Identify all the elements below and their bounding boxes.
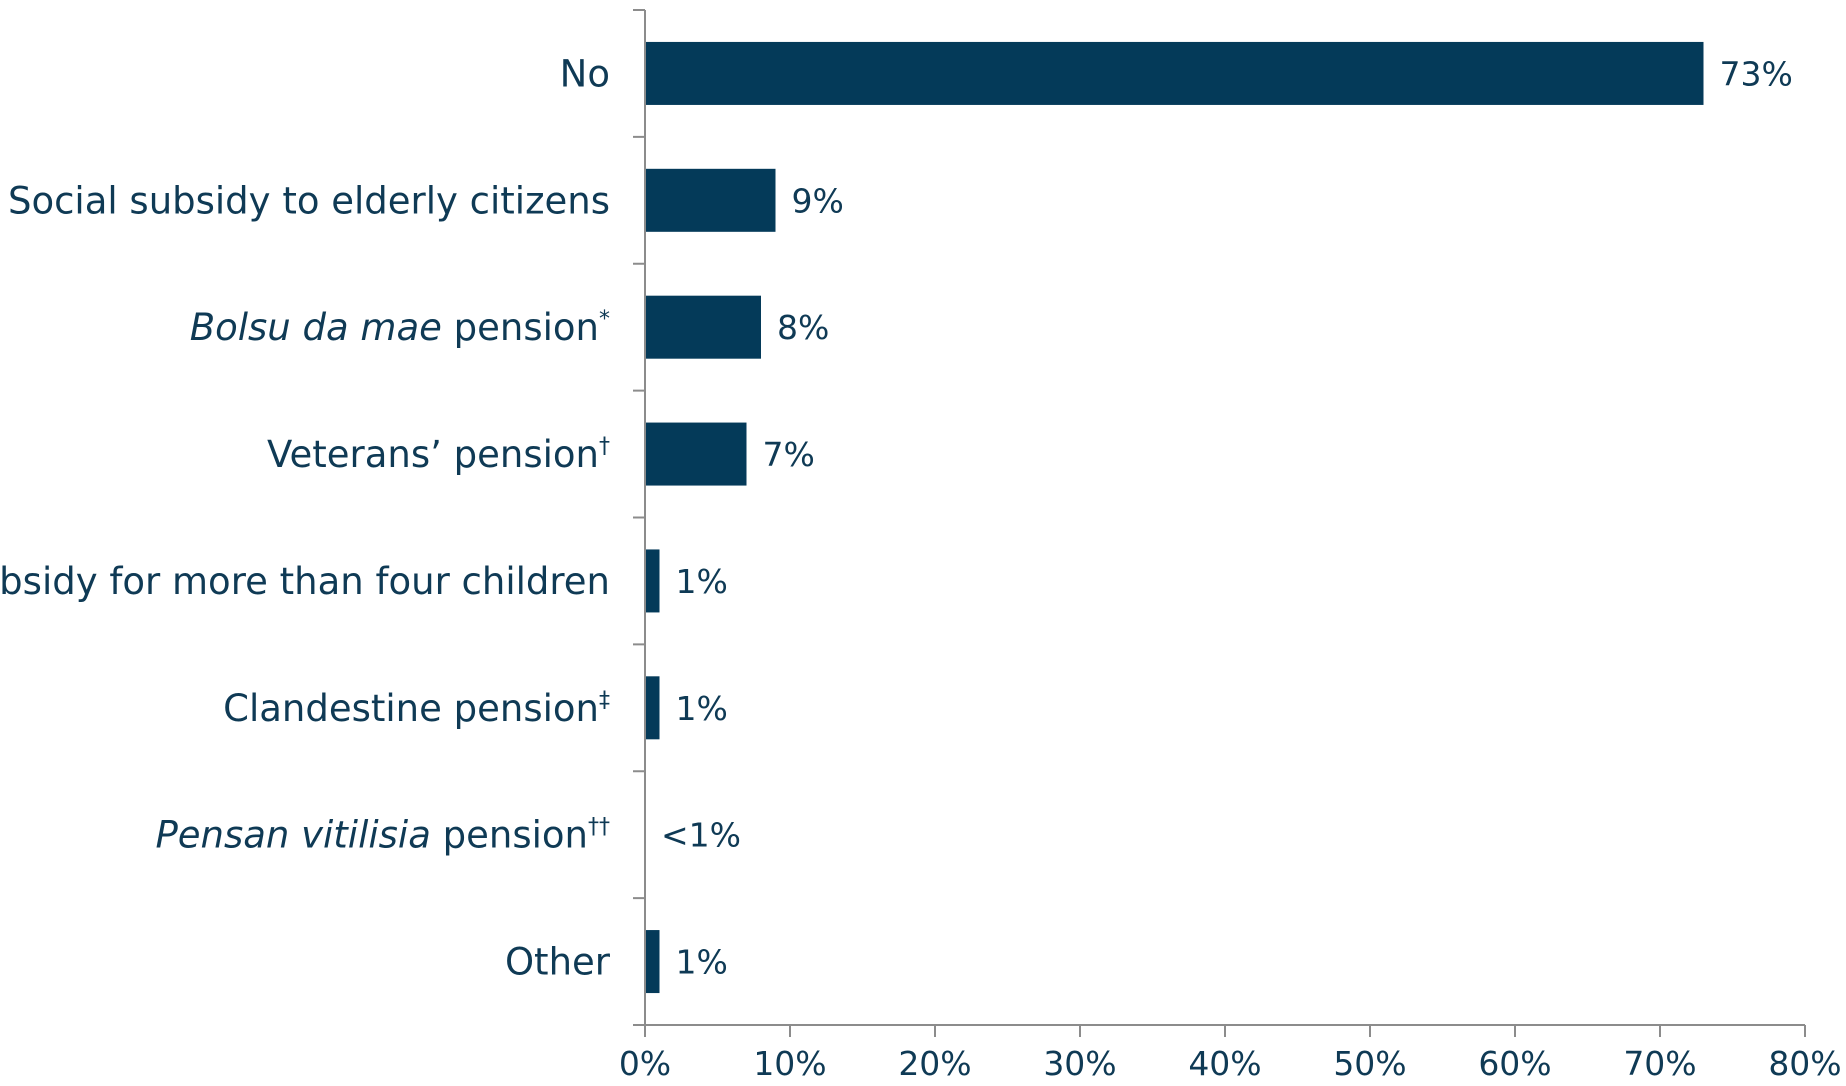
- x-tick-label: 50%: [1333, 1044, 1406, 1083]
- category-label-part: pension: [431, 814, 588, 857]
- x-tick-label: 60%: [1478, 1044, 1551, 1083]
- category-label: Bolsu da mae pension*: [190, 306, 610, 349]
- category-label: Veterans’ pension†: [267, 433, 610, 476]
- category-label-part: pension: [442, 306, 599, 349]
- bar: [645, 168, 776, 232]
- x-tick-label: 80%: [1768, 1044, 1841, 1083]
- x-tick-label: 40%: [1188, 1044, 1261, 1083]
- data-label: 8%: [777, 308, 829, 347]
- data-labels: 73% 9% 8% 7% 1% 1% <1% 1%: [661, 54, 1793, 981]
- category-label-part: No: [560, 52, 610, 95]
- category-label: Clandestine pension‡: [223, 687, 610, 730]
- bar: [645, 422, 747, 486]
- data-label: 7%: [763, 435, 815, 474]
- x-tick-label: 70%: [1623, 1044, 1696, 1083]
- category-label: Social subsidy to elderly citizens: [8, 179, 610, 222]
- category-label-part: Veterans’ pension: [267, 433, 599, 476]
- footnote-marker: †: [599, 434, 610, 459]
- bar: [645, 41, 1704, 105]
- category-labels: No Social subsidy to elderly citizens Bols…: [0, 52, 611, 983]
- category-label: Subsidy for more than four children: [0, 560, 610, 603]
- category-label: Other: [505, 941, 611, 984]
- data-label: 1%: [676, 943, 728, 982]
- bar: [645, 549, 660, 613]
- data-label: 1%: [676, 562, 728, 601]
- footnote-marker: *: [599, 307, 610, 332]
- bar: [645, 676, 660, 740]
- footnote-marker: ‡: [599, 688, 610, 713]
- data-label: <1%: [661, 816, 741, 855]
- category-label-part: Other: [505, 941, 611, 984]
- category-label-part: Subsidy for more than four children: [0, 560, 610, 603]
- x-tick-label: 10%: [753, 1044, 826, 1083]
- axes: 0% 10% 20% 30% 40% 50% 60% 70% 80%: [619, 9, 1842, 1083]
- data-label: 1%: [676, 689, 728, 728]
- category-label-part: Social subsidy to elderly citizens: [8, 179, 610, 222]
- x-tick-label: 30%: [1043, 1044, 1116, 1083]
- category-label-part: Bolsu da mae: [190, 306, 442, 349]
- data-label: 73%: [1720, 54, 1793, 93]
- footnote-marker: ††: [588, 815, 610, 840]
- x-tick-label: 0%: [619, 1044, 671, 1083]
- bar: [645, 930, 660, 994]
- x-tick-label: 20%: [898, 1044, 971, 1083]
- category-label: Pensan vitilisia pension††: [155, 814, 610, 857]
- category-label-part: Pensan vitilisia: [155, 814, 430, 857]
- category-label-part: Clandestine pension: [223, 687, 599, 730]
- bars-group: [645, 41, 1704, 994]
- bar: [645, 295, 761, 359]
- category-label: No: [560, 52, 610, 95]
- data-label: 9%: [792, 181, 844, 220]
